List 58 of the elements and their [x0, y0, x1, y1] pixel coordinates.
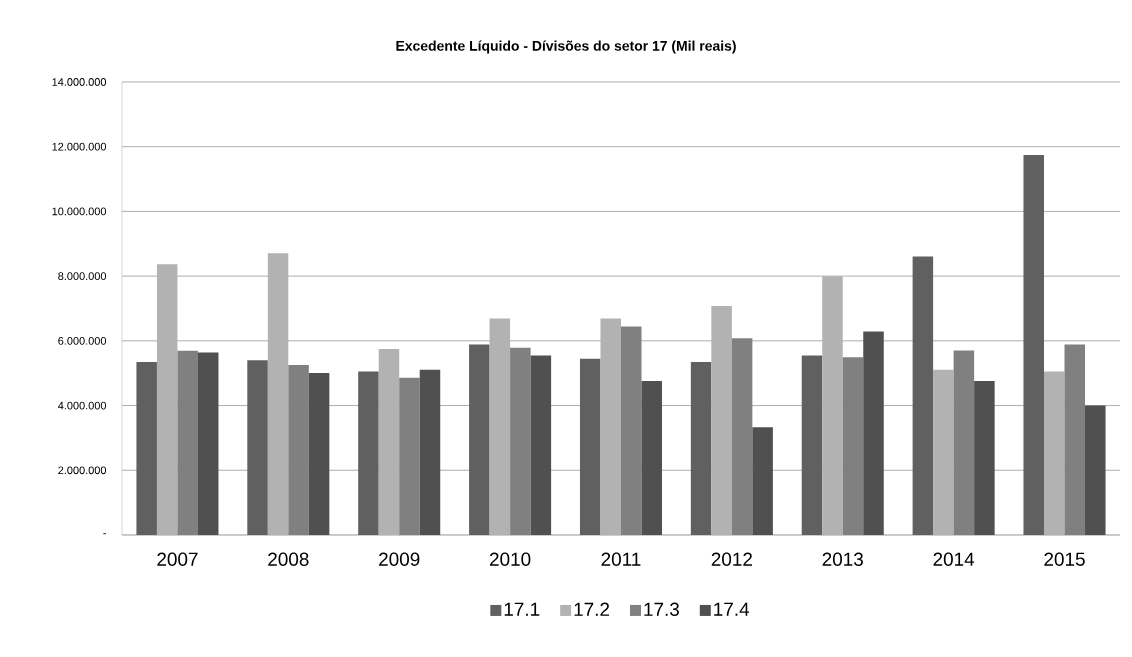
x-tick-label: 2012 [711, 552, 752, 566]
y-tick-label: 10.000.000 [52, 207, 107, 216]
x-tick-label: 2011 [601, 552, 641, 566]
bar [801, 355, 823, 535]
bar [1085, 405, 1106, 535]
x-tick-label: 2008 [268, 552, 309, 566]
bar [1043, 371, 1065, 535]
bar [156, 264, 178, 535]
bar [620, 326, 642, 535]
legend-label: 17.4 [714, 602, 750, 616]
y-tick-label: 2.000.000 [58, 466, 107, 475]
bar [752, 427, 773, 535]
x-tick-label: 2015 [1044, 552, 1085, 566]
bar [358, 371, 379, 535]
bar [1023, 155, 1044, 535]
bar [399, 377, 420, 535]
bar [197, 352, 219, 535]
bar [579, 358, 601, 535]
bar [378, 348, 400, 535]
bar [974, 380, 995, 535]
bar [247, 360, 268, 535]
bar [469, 344, 490, 535]
y-tick-label: 8.000.000 [58, 272, 107, 281]
bar [822, 276, 843, 535]
x-tick-label: 2010 [489, 552, 531, 566]
bar [288, 365, 309, 535]
x-tick-label: 2007 [157, 552, 198, 566]
bar [953, 350, 975, 535]
y-tick-label: 14.000.000 [52, 78, 107, 86]
legend-label: 17.2 [574, 602, 610, 616]
bar [731, 338, 753, 535]
bar [530, 355, 552, 535]
bar [711, 305, 732, 535]
x-tick-label: 2014 [933, 552, 975, 566]
y-tick-label: 6.000.000 [58, 336, 107, 345]
bar [690, 361, 712, 535]
bar [267, 253, 289, 535]
bar [489, 318, 511, 535]
legend-label: 17.1 [504, 602, 540, 616]
bar [641, 380, 662, 535]
bar [600, 318, 621, 535]
bar [177, 350, 198, 535]
chart-title: Excedente Líquido - Dívisões do setor 17 (Mil reais) [396, 40, 736, 54]
bar [419, 369, 441, 535]
x-tick-label: 2013 [822, 552, 863, 566]
y-tick-label: 12.000.000 [52, 142, 107, 151]
bar [308, 372, 330, 535]
bar [933, 369, 954, 535]
bar [510, 347, 531, 535]
y-tick-label: 4.000.000 [57, 401, 107, 410]
bar [912, 256, 934, 535]
bar [863, 331, 884, 535]
bar [136, 361, 157, 535]
legend-label: 17.3 [644, 602, 679, 616]
y-tick-label: - [103, 533, 106, 535]
bar [1064, 344, 1086, 535]
bar [842, 357, 864, 535]
x-tick-label: 2009 [379, 552, 420, 566]
